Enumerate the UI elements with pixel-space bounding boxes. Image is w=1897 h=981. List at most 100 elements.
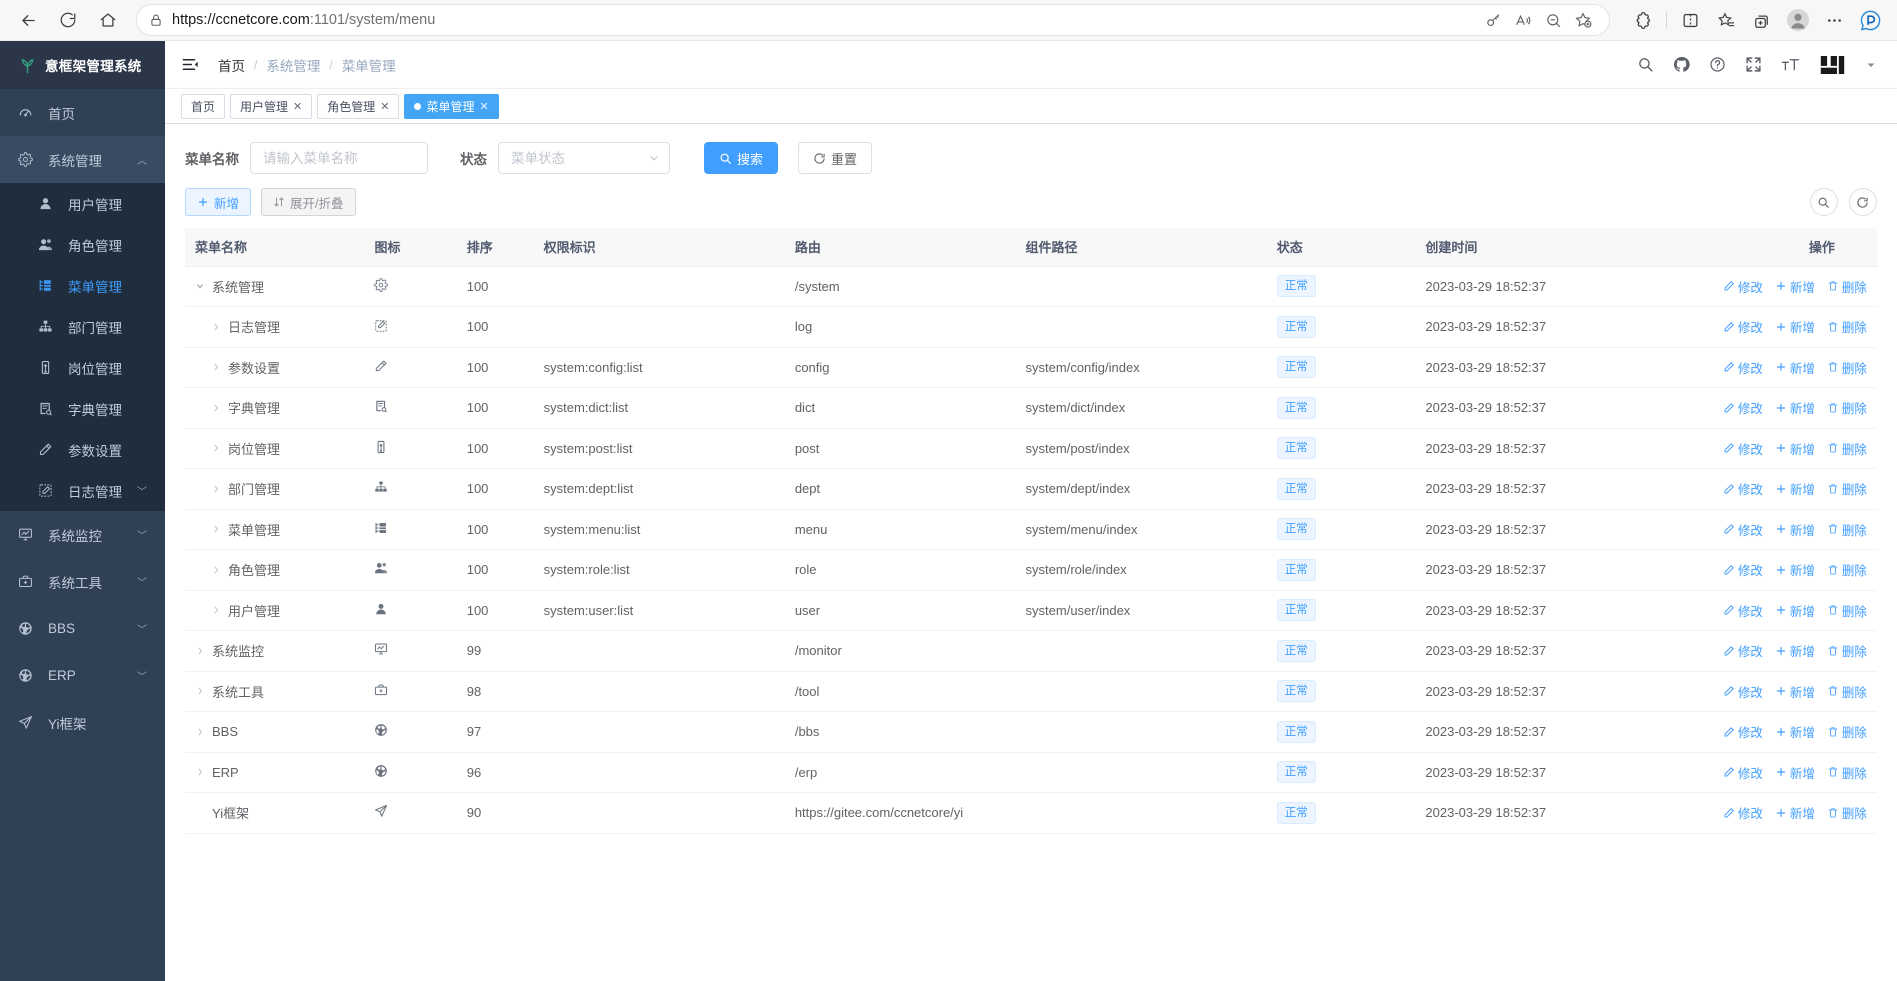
edit-action[interactable]: 修改 — [1723, 398, 1763, 417]
back-arrow-icon[interactable] — [10, 4, 46, 36]
add-action[interactable]: 新增 — [1775, 277, 1815, 296]
add-action[interactable]: 新增 — [1775, 358, 1815, 377]
address-bar[interactable]: https://ccnetcore.com:1101/system/menu — [136, 4, 1610, 36]
edit-action[interactable]: 修改 — [1723, 479, 1763, 498]
key-icon[interactable] — [1479, 6, 1507, 34]
delete-action[interactable]: 删除 — [1827, 479, 1867, 498]
row-expander-icon[interactable] — [211, 484, 221, 494]
search-button[interactable]: 搜索 — [704, 142, 779, 174]
edit-action[interactable]: 修改 — [1723, 439, 1763, 458]
table-row[interactable]: 系统管理 100/system 正常 2023-03-29 18:52:37 修改 新增 删… — [185, 266, 1877, 307]
tab-3[interactable]: 菜单管理 ✕ — [404, 93, 499, 119]
delete-action[interactable]: 删除 — [1827, 601, 1867, 620]
delete-action[interactable]: 删除 — [1827, 277, 1867, 296]
table-row[interactable]: 岗位管理 100 system:post:list post system/post/i… — [185, 428, 1877, 469]
home-icon[interactable] — [90, 4, 126, 36]
sidebar-item-12[interactable]: BBS ﹀ — [0, 605, 165, 652]
sidebar-item-0[interactable]: 首页 — [0, 89, 165, 136]
table-row[interactable]: 系统工具 98/tool 正常 2023-03-29 18:52:37 修改 新增 删除 — [185, 671, 1877, 712]
table-row[interactable]: 部门管理 100 system:dept:list dept system/dept/i… — [185, 468, 1877, 510]
table-row[interactable]: 参数设置 100 system:config:list config system/co… — [185, 347, 1877, 388]
delete-action[interactable]: 删除 — [1827, 398, 1867, 417]
close-icon[interactable]: ✕ — [293, 100, 303, 113]
table-row[interactable]: 字典管理 100 system:dict:list dict system/dict/i… — [185, 387, 1877, 429]
tab-2[interactable]: 角色管理 ✕ — [317, 93, 400, 119]
sidebar-item-8[interactable]: 参数设置 — [0, 429, 165, 470]
reset-button[interactable]: 重置 — [798, 142, 873, 174]
refresh-button[interactable] — [1848, 188, 1877, 216]
row-expander-icon[interactable] — [195, 767, 205, 777]
user-logo-icon[interactable] — [1819, 54, 1846, 76]
row-expander-icon[interactable] — [195, 281, 205, 291]
sidebar-item-4[interactable]: 菜单管理 — [0, 265, 165, 306]
help-icon[interactable] — [1709, 56, 1726, 73]
add-action[interactable]: 新增 — [1775, 317, 1815, 336]
add-button[interactable]: 新增 — [185, 188, 252, 216]
read-aloud-icon[interactable] — [1509, 6, 1537, 34]
reload-icon[interactable] — [50, 4, 86, 36]
table-row[interactable]: 角色管理 100 system:role:list role system/role/i… — [185, 549, 1877, 591]
edit-action[interactable]: 修改 — [1723, 763, 1763, 782]
tab-0[interactable]: 首页 — [181, 93, 226, 119]
delete-action[interactable]: 删除 — [1827, 560, 1867, 579]
expand-collapse-button[interactable]: 展开/折叠 — [261, 188, 356, 216]
add-action[interactable]: 新增 — [1775, 398, 1815, 417]
sidebar-item-7[interactable]: 字典管理 — [0, 388, 165, 429]
table-row[interactable]: ERP 96/erp 正常 2023-03-29 18:52:37 修改 新增 删除 — [185, 752, 1877, 793]
add-action[interactable]: 新增 — [1775, 601, 1815, 620]
delete-action[interactable]: 删除 — [1827, 682, 1867, 701]
add-action[interactable]: 新增 — [1775, 560, 1815, 579]
sidebar-item-10[interactable]: 系统监控 ﹀ — [0, 511, 165, 558]
add-action[interactable]: 新增 — [1775, 641, 1815, 660]
sidebar-item-11[interactable]: 系统工具 ﹀ — [0, 558, 165, 605]
sidebar-item-13[interactable]: ERP ﹀ — [0, 652, 165, 699]
edit-action[interactable]: 修改 — [1723, 277, 1763, 296]
delete-action[interactable]: 删除 — [1827, 722, 1867, 741]
extensions-icon[interactable] — [1626, 4, 1660, 36]
settings-more-icon[interactable] — [1817, 4, 1851, 36]
row-expander-icon[interactable] — [211, 443, 221, 453]
sidebar-item-6[interactable]: 岗位管理 — [0, 347, 165, 388]
edit-action[interactable]: 修改 — [1723, 601, 1763, 620]
add-action[interactable]: 新增 — [1775, 763, 1815, 782]
edit-action[interactable]: 修改 — [1723, 682, 1763, 701]
sidebar-item-3[interactable]: 角色管理 — [0, 224, 165, 265]
row-expander-icon[interactable] — [211, 565, 221, 575]
chevron-down-icon[interactable] — [1865, 59, 1877, 71]
table-row[interactable]: BBS 97/bbs 正常 2023-03-29 18:52:37 修改 新增 删除 — [185, 711, 1877, 753]
sidebar-item-1[interactable]: 系统管理 ︿ — [0, 136, 165, 183]
fullscreen-icon[interactable] — [1745, 56, 1762, 73]
search-input[interactable] — [250, 142, 428, 174]
table-row[interactable]: 日志管理 100 log 正常 2023-03-29 18:52:37 修改 新增 删除 — [185, 306, 1877, 348]
sidebar-logo[interactable]: 意框架管理系统 — [0, 41, 165, 89]
close-icon[interactable]: ✕ — [479, 100, 489, 113]
sidebar-item-5[interactable]: 部门管理 — [0, 306, 165, 347]
search-toggle-button[interactable] — [1809, 188, 1838, 216]
close-icon[interactable]: ✕ — [380, 100, 390, 113]
table-row[interactable]: 菜单管理 100 system:menu:list menu system/menu/i… — [185, 509, 1877, 550]
delete-action[interactable]: 删除 — [1827, 317, 1867, 336]
row-expander-icon[interactable] — [211, 362, 221, 372]
table-row[interactable]: 用户管理 100 system:user:list user system/user/i… — [185, 590, 1877, 631]
row-expander-icon[interactable] — [195, 727, 205, 737]
row-expander-icon[interactable] — [211, 322, 221, 332]
delete-action[interactable]: 删除 — [1827, 439, 1867, 458]
edit-action[interactable]: 修改 — [1723, 641, 1763, 660]
breadcrumb-item-0[interactable]: 首页 — [218, 58, 245, 74]
github-icon[interactable] — [1673, 56, 1690, 73]
status-select[interactable] — [498, 142, 670, 174]
sidebar-item-2[interactable]: 用户管理 — [0, 183, 165, 224]
font-size-icon[interactable] — [1781, 56, 1800, 73]
add-action[interactable]: 新增 — [1775, 682, 1815, 701]
copilot-icon[interactable] — [1853, 4, 1887, 36]
add-action[interactable]: 新增 — [1775, 520, 1815, 539]
delete-action[interactable]: 删除 — [1827, 520, 1867, 539]
profile-icon[interactable] — [1781, 4, 1815, 36]
breadcrumb-item-1[interactable]: 系统管理 — [266, 58, 321, 74]
edit-action[interactable]: 修改 — [1723, 317, 1763, 336]
add-action[interactable]: 新增 — [1775, 439, 1815, 458]
table-row[interactable]: 系统监控 99/monitor 正常 2023-03-29 18:52:37 修改 新增 删… — [185, 630, 1877, 672]
add-action[interactable]: 新增 — [1775, 722, 1815, 741]
add-action[interactable]: 新增 — [1775, 479, 1815, 498]
favorites-icon[interactable] — [1709, 4, 1743, 36]
